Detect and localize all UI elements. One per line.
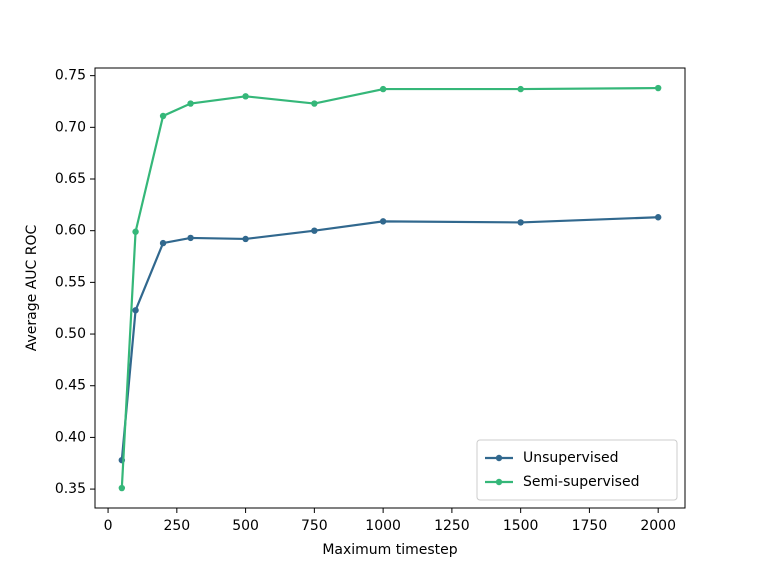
y-tick-label: 0.45 <box>55 378 86 394</box>
point <box>118 484 126 492</box>
y-axis-label: Average AUC ROC <box>24 225 40 352</box>
x-tick-label: 750 <box>301 518 328 534</box>
point <box>187 100 194 107</box>
x-tick-label: 0 <box>104 518 113 534</box>
point <box>132 307 139 314</box>
point <box>517 219 524 226</box>
point <box>311 227 318 234</box>
y-tick-label: 0.50 <box>55 326 86 342</box>
point <box>187 234 194 242</box>
x-tick-label: 1250 <box>434 518 470 534</box>
y-tick-label: 0.75 <box>55 68 86 84</box>
x-tick-label: 250 <box>163 518 190 534</box>
point <box>242 93 249 100</box>
y-tick-label: 0.60 <box>55 223 86 239</box>
point <box>379 85 387 93</box>
y-tick-label: 0.55 <box>55 274 86 290</box>
point <box>379 218 387 225</box>
y-tick-label: 0.40 <box>55 429 86 445</box>
point <box>159 239 167 247</box>
x-tick-label: 1750 <box>572 518 608 534</box>
point <box>654 214 662 221</box>
y-tick-label: 0.35 <box>55 481 86 497</box>
legend-marker <box>495 454 503 462</box>
x-tick-label: 500 <box>232 518 259 534</box>
point <box>242 235 249 243</box>
point <box>132 228 139 235</box>
y-tick-label: 0.70 <box>55 119 86 135</box>
legend-label: Semi-supervised <box>523 474 639 490</box>
x-tick-label: 1000 <box>365 518 401 534</box>
legend-label: Unsupervised <box>523 450 619 466</box>
point <box>654 84 662 92</box>
point <box>159 112 167 120</box>
x-tick-label: 1500 <box>503 518 539 534</box>
y-tick-label: 0.65 <box>55 171 86 187</box>
legend-marker <box>495 478 503 486</box>
point <box>311 100 318 107</box>
x-axis-label: Maximum timestep <box>322 542 457 558</box>
x-tick-label: 2000 <box>640 518 676 534</box>
legend-box <box>476 439 678 501</box>
point <box>517 85 524 93</box>
plot-frame <box>94 67 686 509</box>
